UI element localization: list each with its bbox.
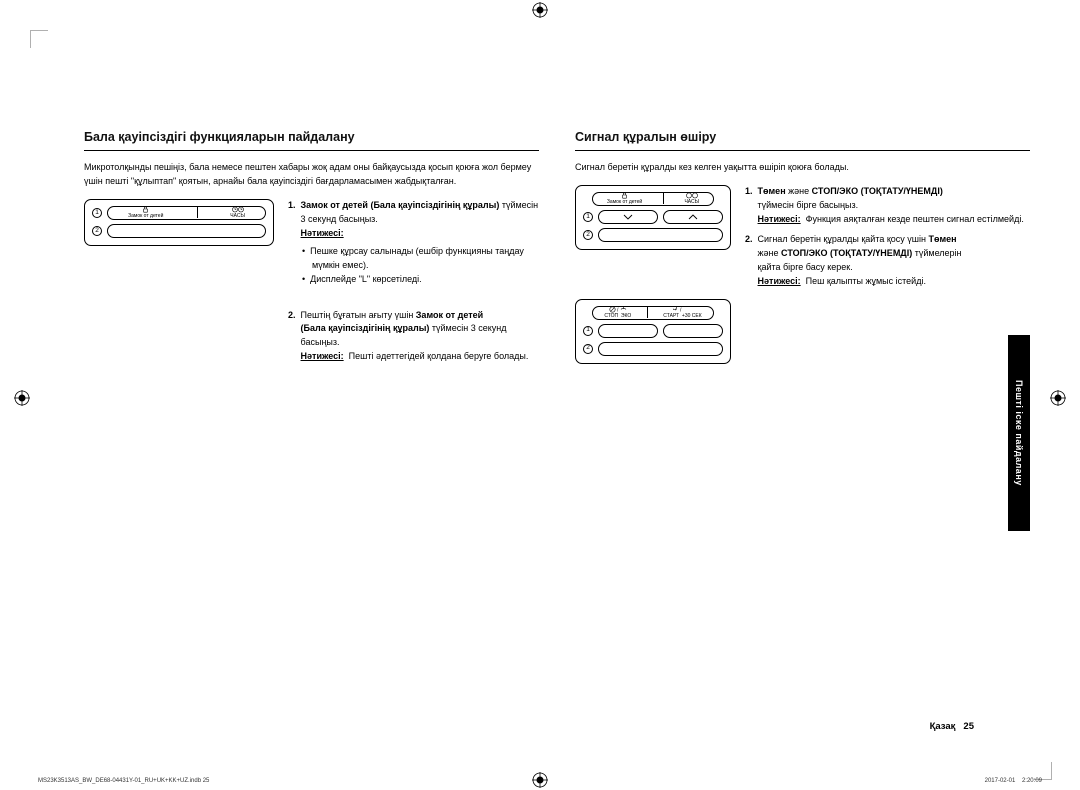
footer-filename: MS23K3513AS_BW_DE68-04431Y-01_RU+UK+KK+U…	[38, 778, 209, 784]
left-control-panel: 1 Замок от детей	[84, 199, 274, 246]
panel2-right-button	[663, 324, 723, 338]
right-step-1: 1. Төмен және СТОП/ЭКО (ТОҚТАТУ/ҮНЕМДІ) …	[745, 185, 1030, 289]
start-icon: /	[673, 306, 691, 313]
panel1-bottom-button	[598, 228, 723, 242]
up-button	[663, 210, 723, 224]
right-control-panel-2: / СТОП ЭКО	[575, 299, 731, 364]
chevron-up-icon	[688, 214, 698, 220]
registration-mark-right	[1050, 390, 1066, 406]
clock-label: ЧАСЫ	[230, 214, 245, 219]
lock-label: Замок от детей	[128, 214, 163, 219]
panel-bottom-button	[107, 224, 266, 238]
right-intro: Сигнал беретін құралды кез келген уақытт…	[575, 161, 1030, 175]
left-heading: Бала қауіпсіздігі функцияларын пайдалану	[84, 130, 539, 151]
crop-mark-tl	[30, 30, 48, 48]
page-number: Қазақ25	[930, 721, 974, 732]
side-tab: Пешті іске пайдалану	[1008, 335, 1030, 531]
side-tab-label: Пешті іске пайдалану	[1014, 380, 1024, 486]
bullet-1: Пешке құрсау салынады (ешбір функцияны т…	[312, 245, 539, 273]
right-control-panel-1: Замок от детей ЧАСЫ 1	[575, 185, 731, 250]
left-column: Бала қауіпсіздігі функцияларын пайдалану…	[84, 130, 539, 374]
clock-icon	[232, 206, 244, 213]
registration-mark-bottom	[532, 772, 548, 788]
bullet-2: Дисплейде "L" көрсетіледі.	[312, 273, 539, 287]
panel1-top-button: Замок от детей ЧАСЫ	[592, 192, 714, 206]
left-step-2: 2. Пештің бұғатын ағыту үшін Замок от де…	[288, 309, 539, 365]
panel-divider	[197, 207, 198, 218]
registration-mark-left	[14, 390, 30, 406]
stop-eco-icon: /	[609, 306, 627, 313]
left-step-1: 1. Замок от детей (Бала қауіпсіздігінің …	[288, 199, 539, 287]
result-label: Нәтижесі:	[301, 228, 344, 238]
right-heading: Сигнал құралын өшіру	[575, 130, 1030, 151]
chevron-down-icon	[623, 214, 633, 220]
panel-top-button: Замок от детей ЧАСЫ	[107, 206, 266, 220]
panel2-top-button: / СТОП ЭКО	[592, 306, 714, 320]
page-content: Бала қауіпсіздігі функцияларын пайдалану…	[84, 130, 1030, 760]
left-intro: Микротолқынды пешіңіз, бала немесе пеште…	[84, 161, 539, 189]
down-button	[598, 210, 658, 224]
panel-num-1: 1	[92, 208, 102, 218]
registration-mark-top	[532, 2, 548, 18]
panel-num-2: 2	[92, 226, 102, 236]
clock-icon	[686, 192, 698, 199]
panel2-left-button	[598, 324, 658, 338]
right-column: Сигнал құралын өшіру Сигнал беретін құра…	[575, 130, 1030, 374]
panel2-bottom-button	[598, 342, 723, 356]
footer-timestamp: 2017-02-01 2:20:09	[985, 778, 1042, 784]
